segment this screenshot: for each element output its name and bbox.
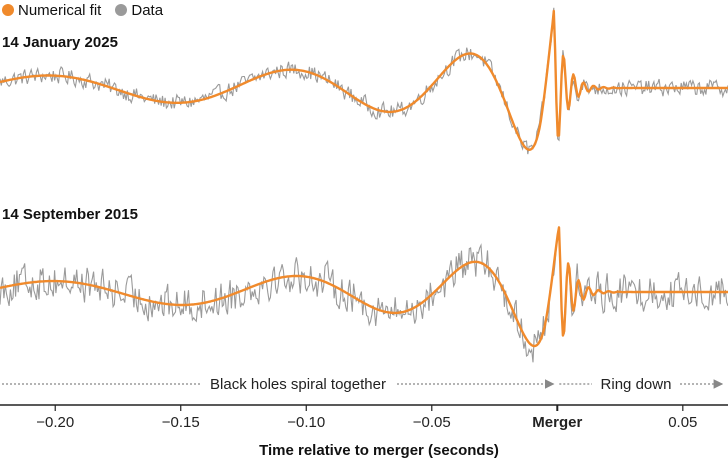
data-series-line bbox=[0, 231, 728, 363]
x-tick-label: 0.05 bbox=[668, 414, 697, 431]
fit-series-line bbox=[0, 9, 728, 152]
panel-title-january: 14 January 2025 bbox=[2, 34, 118, 51]
x-tick-label: −0.15 bbox=[162, 414, 200, 431]
fit-swatch-icon bbox=[2, 4, 14, 16]
legend: Numerical fit Data bbox=[2, 1, 177, 19]
x-axis-title: Time relative to merger (seconds) bbox=[259, 442, 499, 459]
x-tick-label: −0.05 bbox=[413, 414, 451, 431]
phase-annotations: Black holes spiral together Ring down bbox=[2, 376, 724, 393]
x-tick-label: Merger bbox=[532, 414, 582, 431]
panel-january-2025 bbox=[0, 7, 728, 155]
x-tick-label: −0.20 bbox=[36, 414, 74, 431]
data-swatch-icon bbox=[115, 4, 128, 16]
data-series-line bbox=[0, 7, 728, 155]
x-tick-label: −0.10 bbox=[287, 414, 325, 431]
panel-september-2015 bbox=[0, 226, 728, 363]
legend-item-data: Data bbox=[115, 2, 163, 19]
legend-data-label: Data bbox=[131, 1, 164, 19]
inspiral-label: Black holes spiral together bbox=[210, 376, 386, 393]
panel-title-september: 14 September 2015 bbox=[2, 206, 138, 223]
ringdown-label: Ring down bbox=[601, 376, 672, 393]
legend-item-fit: Numerical fit bbox=[2, 2, 101, 19]
fit-series-line bbox=[0, 226, 728, 348]
legend-fit-label: Numerical fit bbox=[18, 1, 102, 19]
x-axis: −0.20 −0.15 −0.10 −0.05 Merger 0.05 Time relat… bbox=[0, 404, 728, 459]
